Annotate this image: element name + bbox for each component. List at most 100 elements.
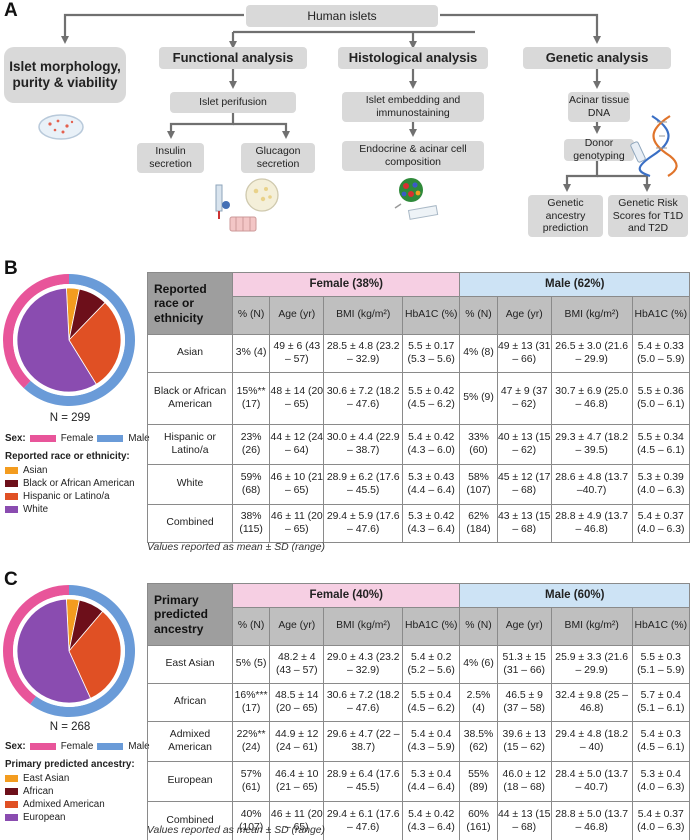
sex-legend-title: Sex: (5, 433, 26, 444)
morphology-box: Islet morphology, purity & viability (4, 47, 126, 103)
perifusion-box: Islet perifusion (170, 92, 296, 113)
table-row: East Asian 5% (5) 48.2 ± 4 (43 – 57) 29.0 ±… (146, 645, 691, 684)
pie-slice-admixed-american (68, 610, 122, 699)
row-label: Asian (146, 334, 234, 373)
female-cell: 22%** (24) (232, 721, 271, 762)
female-cell: 46.4 ± 10 (21 – 65) (269, 761, 325, 802)
female-cell: 28.9 ± 6.2 (17.6 – 45.5) (323, 464, 404, 505)
male-cell: 49 ± 13 (31 – 66) (496, 334, 552, 373)
pie-slice-white (16, 287, 97, 393)
hispanic-swatch (5, 493, 18, 500)
row-label: White (146, 464, 234, 505)
male-cell: 5.3 ± 0.39 (4.0 – 6.3) (631, 464, 691, 505)
female-group-header: Female (38%) (232, 272, 461, 297)
male-cell: 28.8 ± 4.9 (13.7 – 46.8) (550, 504, 633, 543)
male-cell: 5.5 ± 0.3 (5.1 – 5.9) (631, 645, 691, 684)
legend-item-white: White (23, 504, 49, 515)
column-header: % (N) (459, 296, 498, 335)
row-label: Black or African American (146, 372, 234, 425)
male-group-header: Male (62%) (459, 272, 690, 297)
male-cell: 45 ± 12 (17 – 68) (496, 464, 552, 505)
female-swatch-c (29, 743, 56, 750)
male-cell: 29.4 ± 4.8 (18.2 – 40) (550, 721, 633, 762)
female-cell: 48.2 ± 4 (43 – 57) (269, 645, 325, 684)
male-cell: 5.4 ± 0.37 (4.0 – 6.3) (631, 801, 691, 840)
race-demographics-table: Reported race or ethnicity Female (38%) Ma… (146, 272, 691, 543)
female-cell: 5.5 ± 0.17 (5.3 – 5.6) (402, 334, 461, 373)
male-cell: 39.6 ± 13 (15 – 62) (496, 721, 552, 762)
male-cell: 26.5 ± 3.0 (21.6 – 29.9) (550, 334, 633, 373)
petri-dish-icon (38, 114, 84, 140)
male-legend-label-c: Male (128, 741, 150, 752)
table-row: Admixed American 22%** (24) 44.9 ± 12 (24 … (146, 721, 691, 762)
pie-slice-european (16, 598, 92, 704)
male-legend-label: Male (128, 433, 150, 444)
table-row: Black or African American 15%** (17) 48 ± … (146, 372, 691, 425)
legend-item-european: European (23, 812, 66, 823)
female-legend-label: Female (60, 433, 94, 444)
male-cell: 46.0 ± 12 (18 – 68) (496, 761, 552, 802)
row-label: East Asian (146, 645, 234, 684)
male-cell: 28.6 ± 4.8 (13.7 –40.7) (550, 464, 633, 505)
legend-item-admixed-american: Admixed American (23, 799, 105, 810)
row-label: Combined (146, 801, 234, 840)
female-cell: 46 ± 11 (20 – 65) (269, 801, 325, 840)
panel-b-letter: B (4, 258, 18, 279)
histological-title-box: Histological analysis (338, 47, 488, 69)
column-header: Age (yr) (269, 296, 325, 335)
column-header: HbA1C (%) (402, 607, 461, 646)
race-donut-chart (2, 274, 135, 406)
female-cell: 48 ± 14 (20 – 65) (269, 372, 325, 425)
legend-item-hispanic: Hispanic or Latino/a (23, 491, 110, 502)
column-header: BMI (kg/m²) (323, 607, 404, 646)
east-asian-swatch (5, 775, 18, 782)
asian-swatch (5, 467, 18, 474)
table-row: White 59% (68) 46 ± 10 (21 – 65) 28.9 ± 6.2… (146, 464, 691, 505)
male-cell: 33% (60) (459, 424, 498, 465)
row-label: Combined (146, 504, 234, 543)
male-cell: 30.7 ± 6.9 (25.0 – 46.8) (550, 372, 633, 425)
african-swatch (5, 788, 18, 795)
male-cell: 62% (184) (459, 504, 498, 543)
column-header: BMI (kg/m²) (323, 296, 404, 335)
outer-ring-male (23, 274, 135, 406)
female-cell: 5.3 ± 0.4 (4.4 – 6.4) (402, 761, 461, 802)
genotyping-box: Donor genotyping (564, 137, 634, 162)
legend-item-african-american: Black or African American (23, 478, 135, 489)
male-cell: 2.5% (4) (459, 683, 498, 722)
female-cell: 29.0 ± 4.3 (23.2 – 32.9) (323, 645, 404, 684)
male-cell: 47 ± 9 (37 – 62) (496, 372, 552, 425)
female-cell: 5.4 ± 0.42 (4.3 – 6.0) (402, 424, 461, 465)
female-cell: 30.6 ± 7.2 (18.2 – 47.6) (323, 683, 404, 722)
male-cell: 38.5% (62) (459, 721, 498, 762)
table-corner-header: Primary predicted ancestry (146, 583, 234, 646)
insulin-box: Insulin secretion (137, 143, 204, 173)
male-cell: 55% (89) (459, 761, 498, 802)
male-cell: 40 ± 13 (15 – 62) (496, 424, 552, 465)
female-swatch (29, 435, 56, 442)
female-cell: 30.6 ± 7.2 (18.2 – 47.6) (323, 372, 404, 425)
root-box: Human islets (246, 5, 438, 27)
female-cell: 44.9 ± 12 (24 – 61) (269, 721, 325, 762)
admixed-american-swatch (5, 801, 18, 808)
perifusion-apparatus-icon (215, 178, 279, 232)
outer-ring-female (2, 274, 70, 389)
column-header: Age (yr) (269, 607, 325, 646)
female-cell: 46 ± 11 (20 – 65) (269, 504, 325, 543)
male-cell: 5% (9) (459, 372, 498, 425)
immunostained-islet-icon (394, 178, 439, 220)
female-cell: 30.0 ± 4.4 (22.9 – 38.7) (323, 424, 404, 465)
column-header: % (N) (232, 296, 271, 335)
female-cell: 5.3 ± 0.42 (4.3 – 6.4) (402, 504, 461, 543)
glucagon-box: Glucagon secretion (241, 143, 315, 173)
ancestry-sample-size: N = 268 (49, 721, 91, 733)
row-label: Admixed American (146, 721, 234, 762)
female-cell: 16%*** (17) (232, 683, 271, 722)
legend-item-african: African (23, 786, 54, 797)
ancestry-table-note: Values reported as mean ± SD (range) (147, 825, 326, 836)
female-cell: 5% (5) (232, 645, 271, 684)
male-cell: 60% (161) (459, 801, 498, 840)
female-cell: 29.6 ± 4.7 (22 – 38.7) (323, 721, 404, 762)
table-row: African 16%*** (17) 48.5 ± 14 (20 – 65) 30.… (146, 683, 691, 722)
column-header: HbA1C (%) (631, 296, 691, 335)
